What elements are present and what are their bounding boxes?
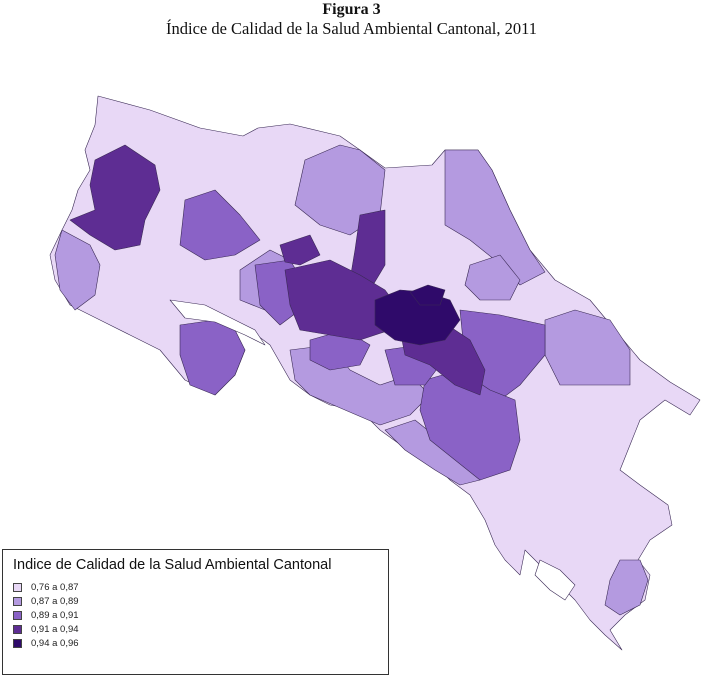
- gulf-of-nicoya: [169, 299, 266, 346]
- region-guanacaste-north: [69, 144, 161, 251]
- region-northwest-coast: [54, 229, 101, 311]
- legend-item: 0,89 a 0,91: [13, 608, 79, 622]
- region-east-central: [464, 254, 521, 301]
- legend-swatch: [13, 596, 22, 606]
- legend-item-label: 0,94 a 0,96: [31, 637, 79, 649]
- legend-item: 0,76 a 0,87: [13, 580, 79, 594]
- region-talamanca-south: [604, 559, 649, 616]
- region-heredia: [409, 284, 446, 306]
- legend-item-label: 0,89 a 0,91: [31, 609, 79, 621]
- legend-title: Indice de Calidad de la Salud Ambiental …: [13, 557, 332, 573]
- legend-item: 0,87 a 0,89: [13, 594, 79, 608]
- region-northeast: [444, 149, 546, 286]
- legend-swatch: [13, 610, 22, 620]
- legend-item: 0,91 a 0,94: [13, 622, 79, 636]
- figure-title: Índice de Calidad de la Salud Ambiental …: [165, 19, 537, 38]
- legend-swatch: [13, 582, 22, 592]
- legend-item-label: 0,91 a 0,94: [31, 623, 79, 635]
- legend-item: 0,94 a 0,96: [13, 636, 79, 650]
- region-north-plains: [179, 189, 261, 261]
- map-legend: Indice de Calidad de la Salud Ambiental …: [2, 549, 389, 675]
- legend-swatch: [13, 624, 22, 634]
- legend-swatch: [13, 638, 22, 648]
- figure-number: Figura 3: [322, 1, 381, 18]
- figure-heading: Figura 3 Índice de Calidad de la Salud A…: [0, 0, 703, 39]
- region-nicoya-peninsula: [179, 319, 246, 396]
- legend-item-label: 0,76 a 0,87: [31, 581, 79, 593]
- legend-item-label: 0,87 a 0,89: [31, 595, 79, 607]
- region-limon-central: [544, 309, 631, 386]
- golfo-dulce: [534, 559, 576, 601]
- region-alajuela-north: [279, 234, 321, 266]
- legend-items: 0,76 a 0,87 0,87 a 0,89 0,89 a 0,91 0,91…: [13, 580, 79, 650]
